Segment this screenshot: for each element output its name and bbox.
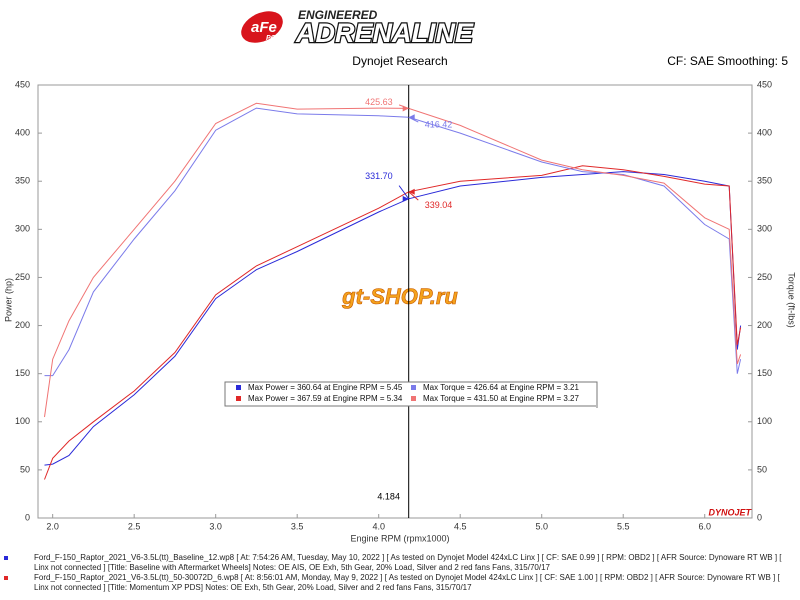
legend-swatch [236, 385, 241, 390]
legend-label: Max Torque = 431.50 at Engine RPM = 3.27 [423, 394, 580, 403]
y-tick-label: 300 [15, 224, 30, 234]
legend: Max Power = 360.64 at Engine RPM = 5.45 M… [224, 381, 598, 408]
y2-axis-label: Torque (ft-lbs) [787, 272, 797, 328]
y-tick-label: 200 [15, 320, 30, 330]
footer-run: Ford_F-150_Raptor_2021_V6-3.5L(tt)_50-30… [0, 573, 790, 593]
cursor-label-box [372, 491, 405, 503]
footer-run: Ford_F-150_Raptor_2021_V6-3.5L(tt)_Basel… [0, 553, 790, 573]
x-tick-label: 2.0 [46, 521, 59, 531]
y-tick-label: 150 [15, 368, 30, 378]
run-swatch [4, 556, 8, 560]
y2-tick-label: 0 [757, 512, 762, 522]
y2-tick-label: 50 [757, 464, 767, 474]
y2-tick-label: 200 [757, 320, 772, 330]
run-swatch [4, 576, 8, 580]
footer: Ford_F-150_Raptor_2021_V6-3.5L(tt)_Basel… [0, 553, 790, 593]
logo-badge [241, 11, 283, 43]
y2-tick-label: 100 [757, 416, 772, 426]
y-tick-label: 400 [15, 127, 30, 137]
cursor-marker [402, 195, 409, 202]
logo-top: ENGINEERED [298, 8, 378, 22]
legend-label: Max Power = 360.64 at Engine RPM = 5.45 [248, 383, 403, 392]
logo-main: ADRENALINE [295, 18, 474, 48]
legend-label: Max Power = 367.59 at Engine RPM = 5.34 [248, 394, 403, 403]
y2-tick-label: 150 [757, 368, 772, 378]
cursor-marker [408, 188, 415, 195]
series-line [44, 107, 742, 377]
y2-tick-label: 350 [757, 176, 772, 186]
cursor-leader [398, 104, 409, 109]
x-tick-label: 4.0 [372, 521, 385, 531]
x-axis-label: Engine RPM (rpmx1000) [350, 533, 449, 543]
y-tick-label: 50 [20, 464, 30, 474]
x-tick-label: 4.5 [454, 521, 467, 531]
y2-tick-label: 450 [757, 79, 772, 89]
y-tick-label: 100 [15, 416, 30, 426]
y2-tick-label: 300 [757, 224, 772, 234]
y2-tick-label: 400 [757, 127, 772, 137]
cursor-value-label: 416.42 [425, 120, 453, 130]
cursor-value-label: 339.04 [425, 200, 453, 210]
settings: CF: SAE Smoothing: 5 [667, 54, 788, 68]
cursor-leader [408, 191, 419, 201]
plot-area [37, 84, 753, 519]
x-tick-label: 5.5 [617, 521, 630, 531]
y2-tick-label: 250 [757, 272, 772, 282]
cursor-label: 4.184 [377, 491, 400, 501]
chart: aFe POWER ENGINEERED ADRENALINE Dynojet … [3, 8, 797, 543]
x-tick-label: 3.0 [209, 521, 222, 531]
watermark: gt-SHOP.ru [341, 284, 458, 309]
cursor-value-label: 331.70 [365, 171, 393, 181]
y-tick-label: 450 [15, 79, 30, 89]
legend-swatch [411, 396, 416, 401]
series-line [44, 102, 742, 418]
y-axis-label: Power (hp) [3, 278, 13, 322]
cursor-value-label: 425.63 [365, 97, 393, 107]
cursor-leader [398, 185, 410, 200]
legend-label: Max Torque = 426.64 at Engine RPM = 3.21 [423, 383, 580, 392]
x-tick-label: 3.5 [291, 521, 304, 531]
x-tick-label: 6.0 [698, 521, 711, 531]
company: Dynojet Research [352, 54, 447, 68]
y-tick-label: 250 [15, 272, 30, 282]
cursor-marker [408, 114, 415, 121]
series-line [44, 165, 742, 480]
x-tick-label: 5.0 [535, 521, 548, 531]
cursor-leader [408, 116, 419, 123]
logo-power: POWER [266, 35, 292, 42]
legend-swatch [411, 385, 416, 390]
y-tick-label: 350 [15, 176, 30, 186]
brand-mark: DYNOJET [708, 507, 752, 517]
series-line [44, 171, 742, 466]
logo-brand: aFe [251, 19, 277, 36]
legend-swatch [236, 396, 241, 401]
logo: aFe POWER ENGINEERED ADRENALINE [241, 8, 475, 49]
y-tick-label: 0 [25, 512, 30, 522]
x-tick-label: 2.5 [128, 521, 141, 531]
